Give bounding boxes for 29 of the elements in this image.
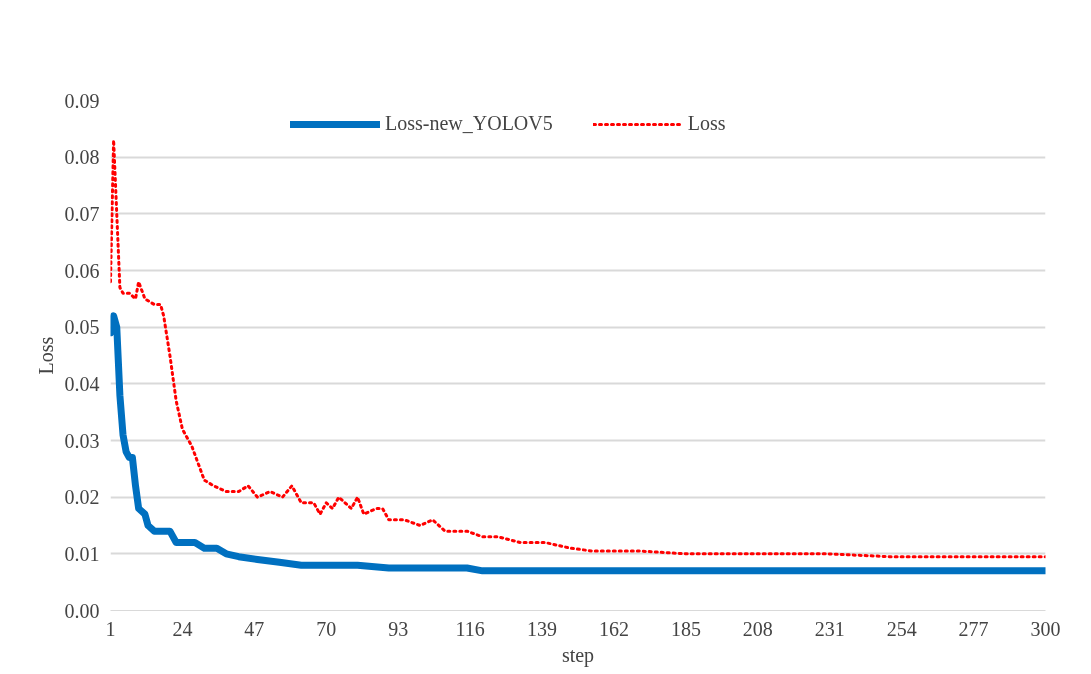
legend-label: Loss bbox=[687, 112, 726, 135]
x-tick-label: 277 bbox=[958, 617, 989, 640]
y-tick-label: 0.09 bbox=[64, 89, 100, 112]
x-tick-label: 231 bbox=[814, 617, 845, 640]
y-tick-label: 0.03 bbox=[64, 429, 100, 452]
legend-label: Loss-new_YOLOV5 bbox=[385, 112, 553, 135]
line-series bbox=[110, 138, 1046, 559]
x-tick-label: 185 bbox=[670, 617, 701, 640]
x-tick-label: 208 bbox=[742, 617, 773, 640]
x-tick-label: 116 bbox=[455, 617, 485, 640]
x-tick-label: 24 bbox=[172, 617, 193, 640]
y-tick-label: 0.07 bbox=[64, 202, 100, 225]
x-tick-label: 139 bbox=[527, 617, 558, 640]
y-tick-label: 0.06 bbox=[64, 259, 100, 282]
y-tick-label: 0.08 bbox=[64, 146, 100, 169]
y-tick-label: 0.04 bbox=[64, 372, 100, 395]
x-tick-label: 70 bbox=[316, 617, 337, 640]
x-tick-label: 300 bbox=[1030, 617, 1061, 640]
x-tick-label: 1 bbox=[105, 617, 116, 640]
x-tick-label: 162 bbox=[598, 617, 629, 640]
y-tick-label: 0.02 bbox=[64, 486, 100, 509]
x-tick-label: 254 bbox=[886, 617, 917, 640]
y-axis-title: Loss bbox=[34, 336, 57, 375]
y-tick-label: 0.00 bbox=[64, 599, 100, 622]
x-tick-label: 93 bbox=[388, 617, 409, 640]
x-axis-title: step bbox=[561, 643, 595, 667]
y-tick-label: 0.01 bbox=[64, 542, 100, 565]
y-tick-label: 0.05 bbox=[64, 316, 100, 339]
x-tick-label: 47 bbox=[244, 617, 265, 640]
